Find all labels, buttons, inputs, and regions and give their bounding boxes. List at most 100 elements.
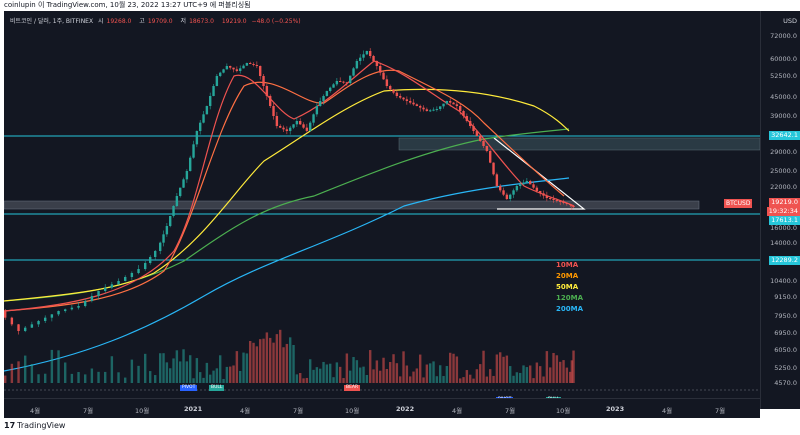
candle-body: [295, 121, 299, 125]
volume-bar: [245, 353, 249, 383]
candle-body: [570, 205, 574, 206]
level-tag-c: 12289.2: [769, 256, 800, 265]
volume-bar: [262, 338, 265, 383]
candle-body: [479, 136, 482, 141]
price-axis[interactable]: USD 72000.0 60000.0 52500.0 45000.0 3900…: [760, 11, 800, 409]
volume-bar: [179, 361, 182, 383]
triangle-drawing[interactable]: [493, 137, 586, 210]
candle-body: [269, 96, 272, 106]
candle-body: [144, 263, 147, 269]
volume-bar: [319, 368, 322, 383]
candle-body: [249, 63, 252, 64]
time-axis[interactable]: 4월 7월 10월 2021 4월 7월 10월 2022 4월 7월 10월 …: [4, 398, 760, 418]
y-tick: 6950.0: [774, 329, 797, 337]
candle-body: [372, 56, 375, 61]
candle-body: [209, 96, 212, 106]
volume-bar: [442, 376, 445, 383]
volume-bar: [70, 373, 74, 383]
bar-countdown-tag: 19:32:34: [766, 207, 800, 216]
volume-bar: [382, 357, 385, 383]
x-tick: 10월: [556, 407, 571, 415]
volume-bar: [355, 360, 359, 383]
volume-bar: [104, 371, 107, 383]
volume-bar: [345, 353, 349, 383]
volume-bar: [465, 370, 469, 383]
volume-bar: [359, 367, 362, 383]
volume-bar: [255, 346, 259, 383]
ma-120-line: [4, 128, 570, 302]
volume-bar: [44, 373, 47, 383]
x-tick: 2021: [184, 405, 203, 413]
candle-body: [355, 61, 359, 69]
candle-body: [17, 324, 20, 331]
candle-body: [425, 109, 429, 111]
volume-bar: [282, 347, 285, 383]
candle-body: [179, 187, 182, 196]
volume-bar: [549, 367, 552, 383]
change-value: −48.0 (−0.25%): [251, 18, 301, 25]
candle-body: [419, 106, 422, 108]
volume-bar: [362, 366, 365, 383]
y-tick: 4570.0: [774, 379, 797, 387]
low-label: 저: [180, 18, 187, 25]
candle-body: [562, 202, 565, 203]
volume-bar: [452, 353, 455, 383]
volume-bar: [302, 378, 305, 383]
candle-body: [252, 64, 255, 65]
candle-body: [352, 68, 355, 76]
volume-series: [4, 329, 575, 383]
support-zone: [4, 200, 700, 210]
volume-bar: [495, 354, 499, 383]
candle-body: [415, 104, 419, 106]
candlestick-series[interactable]: [4, 48, 575, 335]
volume-bar: [130, 359, 134, 383]
candle-body: [412, 102, 415, 105]
candle-body: [342, 81, 345, 83]
candle-body: [130, 273, 134, 277]
candle-body: [44, 317, 47, 321]
tradingview-logo[interactable]: 17 TradingView: [4, 421, 65, 430]
candle-body: [432, 109, 435, 111]
candle-body: [57, 311, 60, 315]
candle-body: [399, 96, 402, 98]
volume-bar: [542, 376, 545, 383]
candle-body: [555, 200, 559, 201]
volume-bar: [525, 367, 529, 383]
candle-body: [345, 82, 349, 84]
volume-bar: [569, 371, 572, 383]
candle-body: [409, 101, 412, 103]
volume-bar: [545, 351, 549, 383]
candle-body: [265, 86, 269, 96]
volume-bar: [389, 361, 392, 383]
candle-body: [159, 242, 162, 251]
candle-body: [70, 307, 74, 310]
candle-body: [182, 179, 185, 188]
publish-note: 에 퍼블리싱됨: [209, 1, 251, 9]
volume-bar: [265, 332, 269, 383]
ma-legend-120: 120MA: [556, 294, 583, 302]
chart-canvas[interactable]: [4, 11, 760, 398]
candle-body: [422, 107, 425, 110]
volume-bar: [425, 364, 429, 383]
volume-bar: [84, 374, 87, 383]
volume-bar: [57, 350, 60, 383]
candle-body: [445, 101, 449, 104]
candle-body: [299, 121, 302, 125]
volume-bar: [222, 378, 225, 383]
candle-body: [499, 186, 502, 191]
x-tick: 7월: [505, 407, 516, 415]
candle-body: [97, 291, 100, 296]
price-chart[interactable]: 비트코인 / 달러, 1주, BITFINEX 시 19268.0 고 19709.…: [4, 11, 760, 403]
candle-body: [279, 126, 282, 128]
volume-bar: [352, 357, 355, 383]
volume-bar: [535, 362, 539, 383]
y-tick: 25000.0: [770, 167, 797, 175]
symbol-title[interactable]: 비트코인 / 달러, 1주, BITFINEX: [10, 18, 94, 25]
volume-bar: [225, 366, 229, 383]
signal-pivot-1: PIVOT: [180, 385, 198, 391]
volume-bar: [369, 350, 372, 383]
author-name[interactable]: coinlupin: [4, 1, 36, 9]
current-price-tag: 19219.0: [769, 198, 800, 207]
candle-body: [485, 146, 489, 151]
candle-body: [232, 67, 235, 70]
